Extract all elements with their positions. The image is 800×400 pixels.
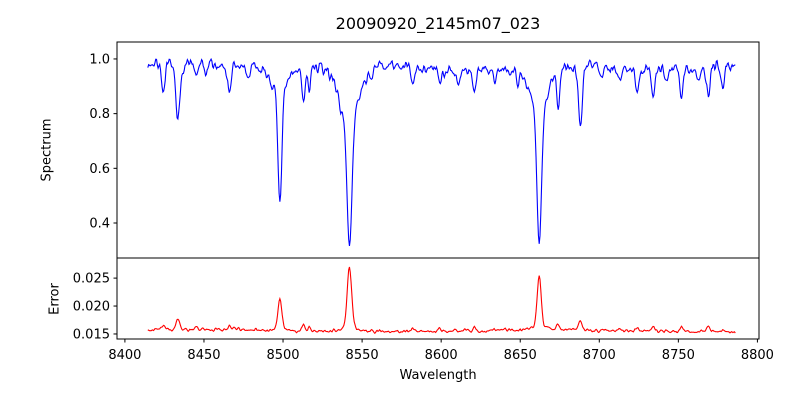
error-y-axis-label: Error bbox=[47, 283, 63, 315]
x-tick-label: 8400 bbox=[108, 348, 141, 363]
error-y-tick-label: 0.025 bbox=[73, 272, 110, 287]
error-y-tick-label: 0.020 bbox=[73, 300, 110, 315]
spectrum-y-tick-label: 0.8 bbox=[89, 107, 110, 122]
x-tick-label: 8700 bbox=[583, 348, 616, 363]
x-tick-label: 8500 bbox=[266, 348, 299, 363]
error-line bbox=[147, 266, 736, 334]
spectrum-y-tick-label: 1.0 bbox=[89, 52, 110, 67]
x-tick-label: 8650 bbox=[504, 348, 537, 363]
x-tick-label: 8800 bbox=[741, 348, 774, 363]
x-tick-label: 8750 bbox=[662, 348, 695, 363]
x-tick-label: 8450 bbox=[187, 348, 220, 363]
spectrum-y-tick-label: 0.6 bbox=[89, 162, 110, 177]
x-tick-label: 8550 bbox=[346, 348, 379, 363]
error-panel-spines bbox=[116, 257, 760, 340]
spectrum-y-tick-label: 0.4 bbox=[89, 217, 110, 232]
spectrum-y-axis-label: Spectrum bbox=[39, 118, 55, 182]
spectrum-line bbox=[147, 57, 736, 247]
x-tick-label: 8600 bbox=[425, 348, 458, 363]
x-axis-label: Wavelength bbox=[399, 368, 477, 383]
error-y-tick-label: 0.015 bbox=[73, 327, 110, 342]
chart-title: 20090920_2145m07_023 bbox=[335, 14, 541, 33]
